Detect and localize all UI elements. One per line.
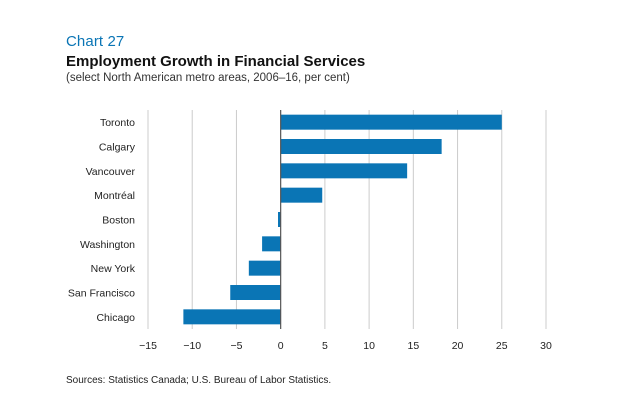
- category-labels: Toronto Calgary Vancouver Montréal Boston Was…: [68, 117, 136, 324]
- x-tick-label: −15: [139, 340, 157, 352]
- bar-toronto: [280, 114, 502, 130]
- chart-title: Employment Growth in Financial Services: [66, 53, 366, 70]
- x-tick-labels: −15 −10 −5 0 5 10 15 20 25 30: [139, 340, 552, 352]
- x-tick-label: 30: [540, 340, 552, 352]
- x-tick-label: 20: [452, 340, 464, 352]
- bar-vancouver: [280, 163, 408, 179]
- category-label: Chicago: [96, 312, 135, 324]
- bar-san-francisco: [230, 285, 281, 300]
- bar-calgary: [280, 139, 442, 154]
- x-tick-label: 10: [363, 340, 375, 352]
- x-tick-label: 15: [407, 340, 419, 352]
- x-tick-label: 25: [496, 340, 508, 352]
- x-tick-label: 0: [278, 340, 284, 352]
- chart-number: Chart 27: [66, 33, 125, 50]
- bar-washington: [262, 236, 281, 252]
- x-tick-label: −5: [230, 340, 242, 352]
- bar-chicago: [183, 309, 281, 325]
- bar-boston: [278, 212, 281, 227]
- category-label: New York: [91, 263, 136, 275]
- source-note: Sources: Statistics Canada; U.S. Bureau …: [66, 375, 332, 386]
- category-label: Toronto: [100, 117, 135, 129]
- bar-montr-al: [280, 187, 323, 203]
- x-tick-label: −10: [183, 340, 201, 352]
- x-tick-label: 5: [322, 340, 328, 352]
- bars: [183, 114, 502, 325]
- bar-new-york: [248, 260, 281, 276]
- category-label: Vancouver: [86, 166, 136, 178]
- chart-subtitle: (select North American metro areas, 2006…: [66, 72, 350, 84]
- category-label: San Francisco: [68, 288, 135, 300]
- category-label: Montréal: [94, 190, 135, 202]
- category-label: Boston: [102, 215, 135, 227]
- category-label: Washington: [80, 239, 135, 251]
- category-label: Calgary: [99, 142, 136, 154]
